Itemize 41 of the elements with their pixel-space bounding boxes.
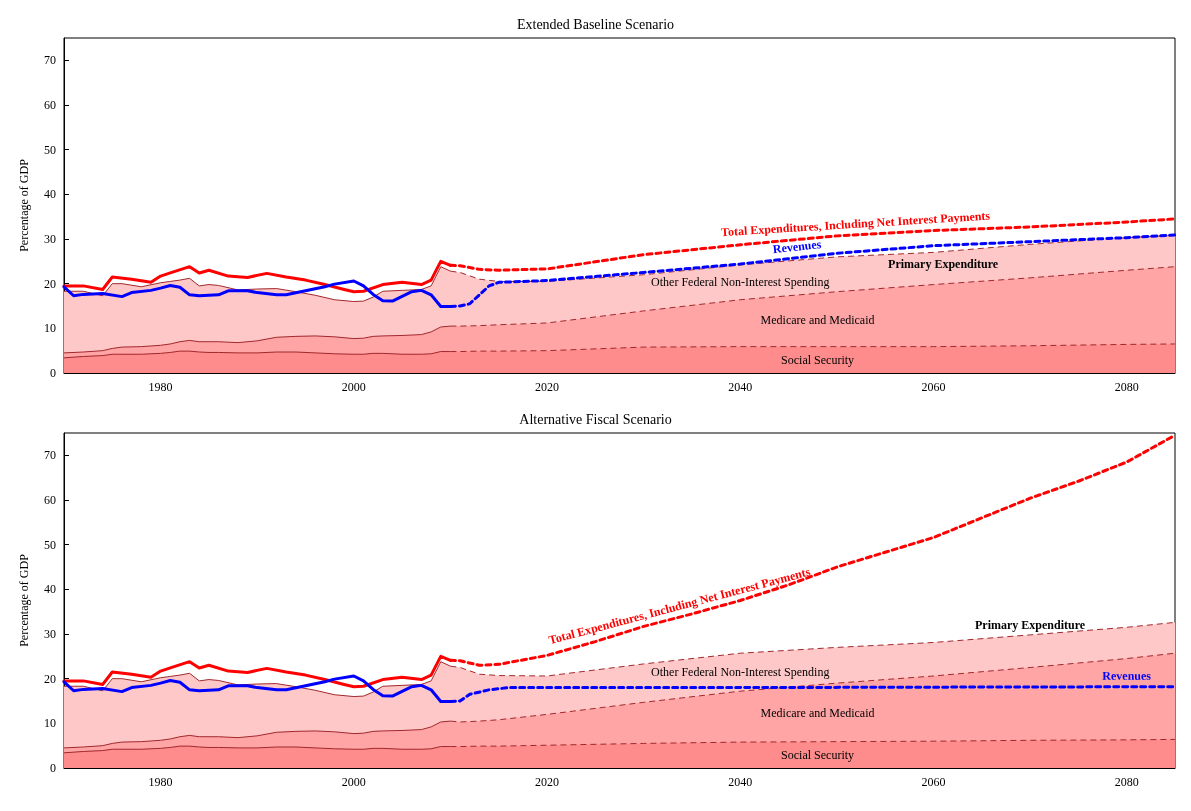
chart-title: Extended Baseline Scenario — [516, 16, 675, 32]
series-label: Social Security — [781, 747, 855, 762]
x-tick-label: 2000 — [341, 380, 366, 394]
series-label: Social Security — [781, 352, 855, 367]
y-tick-label: 30 — [44, 627, 56, 641]
y-axis-title: Percentage of GDP — [17, 158, 31, 252]
series-label: Other Federal Non-Interest Spending — [651, 665, 830, 680]
x-tick-label: 1980 — [148, 775, 173, 789]
x-tick-label: 2060 — [921, 380, 946, 394]
series-label: Medicare and Medicaid — [760, 706, 875, 721]
y-tick-label: 0 — [50, 761, 56, 775]
x-tick-label: 2020 — [535, 775, 560, 789]
y-tick-label: 60 — [44, 98, 56, 112]
y-tick-label: 10 — [44, 716, 56, 731]
annotation: Primary Expenditure — [888, 256, 999, 271]
x-tick-label: 2060 — [921, 775, 946, 789]
y-tick-label: 70 — [44, 53, 56, 68]
y-tick-label: 20 — [44, 276, 56, 291]
x-tick-label: 2000 — [341, 775, 366, 789]
y-tick-label: 10 — [44, 321, 56, 336]
y-tick-label: 50 — [44, 537, 56, 552]
y-tick-label: 0 — [50, 366, 56, 380]
chart-title: Alternative Fiscal Scenario — [519, 411, 672, 427]
x-tick-label: 2040 — [728, 775, 753, 789]
y-axis-title: Percentage of GDP — [17, 553, 31, 647]
x-tick-label: 2080 — [1114, 775, 1139, 789]
annotation: Primary Expenditure — [975, 617, 1086, 632]
y-tick-label: 20 — [44, 671, 56, 686]
y-tick-label: 40 — [44, 187, 56, 202]
x-tick-label: 2080 — [1114, 380, 1139, 394]
y-tick-label: 50 — [44, 142, 56, 157]
series-label: Medicare and Medicaid — [760, 312, 875, 327]
x-tick-label: 2040 — [728, 380, 753, 394]
x-tick-label: 2020 — [535, 380, 560, 394]
y-tick-label: 60 — [44, 493, 56, 507]
y-tick-label: 30 — [44, 232, 56, 246]
y-tick-label: 70 — [44, 448, 56, 463]
x-tick-label: 1980 — [148, 380, 173, 394]
series-label: Revenues — [1102, 668, 1152, 683]
series-label: Other Federal Non-Interest Spending — [651, 275, 830, 290]
y-tick-label: 40 — [44, 582, 56, 597]
